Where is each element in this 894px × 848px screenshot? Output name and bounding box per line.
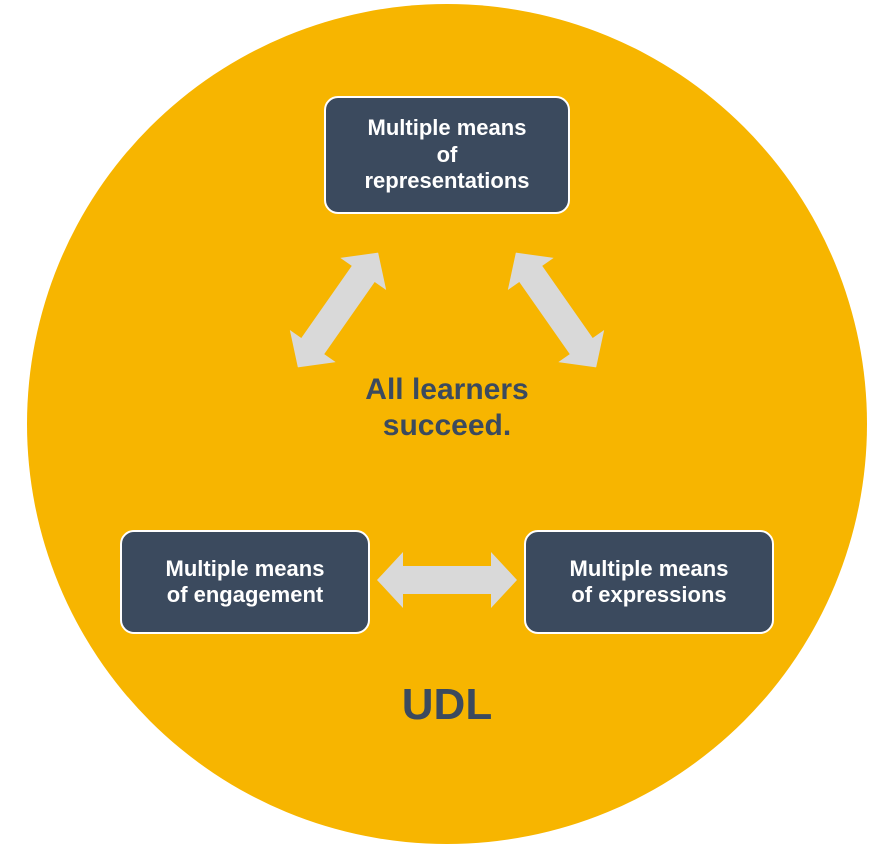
node-left: Multiple means of engagement	[120, 530, 370, 634]
center-caption: All learners succeed.	[310, 372, 584, 444]
node-right: Multiple means of expressions	[524, 530, 774, 634]
node-right-label: Multiple means of expressions	[570, 556, 729, 609]
node-top-label: Multiple means of representations	[364, 115, 529, 194]
node-left-label: Multiple means of engagement	[166, 556, 325, 609]
node-top: Multiple means of representations	[324, 96, 570, 214]
diagram-canvas: All learners succeed. Multiple means of …	[0, 0, 894, 848]
bottom-title: UDL	[347, 680, 547, 730]
arrow-bottom	[377, 552, 517, 608]
double-arrow-icon	[377, 552, 517, 608]
